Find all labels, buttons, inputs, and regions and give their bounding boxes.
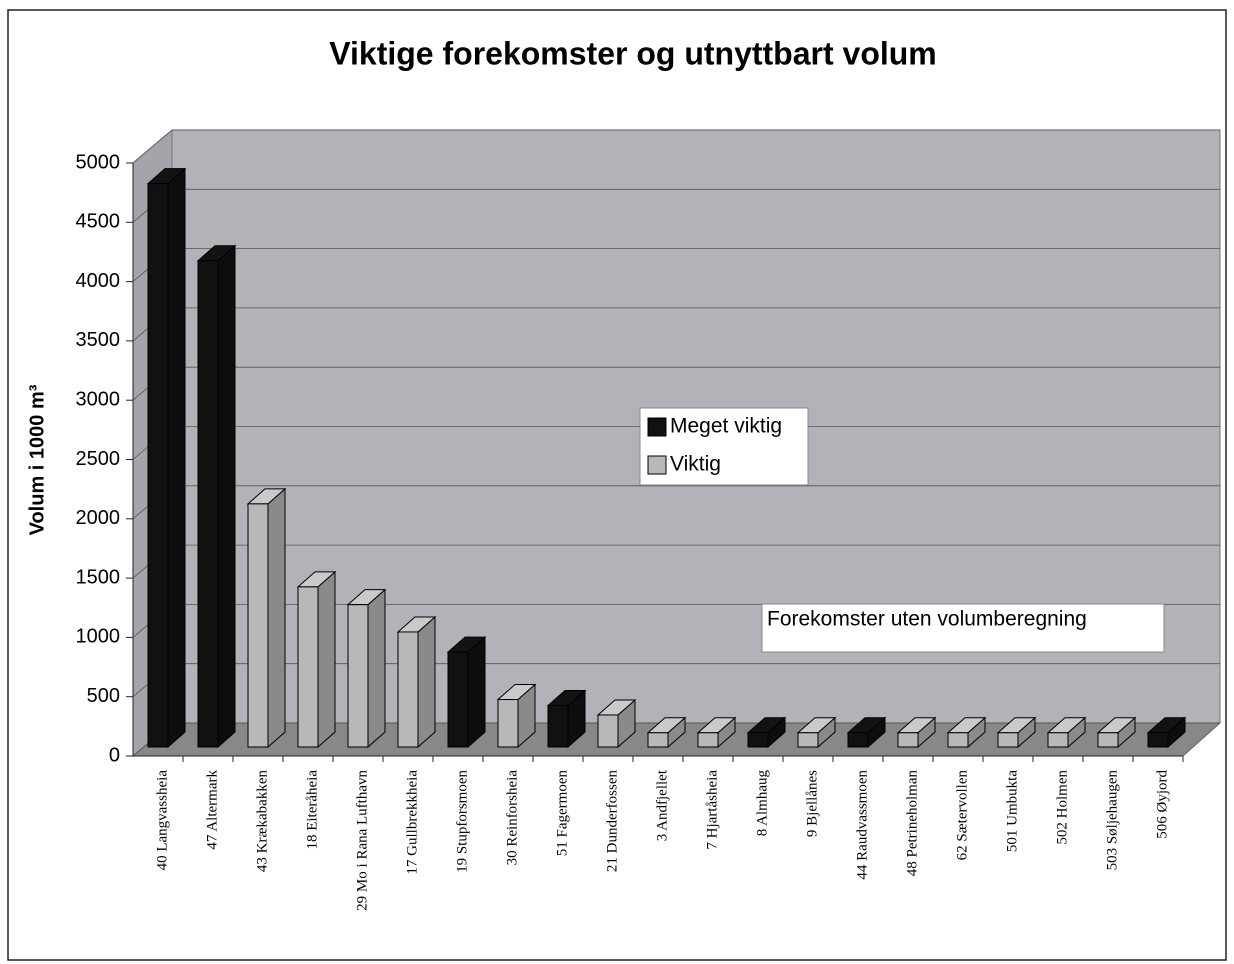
- legend-label: Meget viktig: [670, 415, 782, 438]
- x-tick-label: 21 Dunderfossen: [604, 770, 620, 873]
- y-axis-label: Volum i 1000 m³: [26, 384, 48, 535]
- y-tick-label: 1500: [76, 566, 121, 588]
- x-tick-label: 502 Holmen: [1054, 770, 1070, 845]
- bar: [147, 183, 169, 748]
- x-tick-label: 29 Mo i Rana Lufthavn: [354, 770, 370, 911]
- bar: [197, 260, 219, 748]
- bar: [547, 704, 569, 748]
- bar: [847, 732, 869, 748]
- x-tick-label: 7 Hjartåsheia: [704, 770, 720, 850]
- x-tick-label: 62 Sætervollen: [954, 770, 970, 861]
- x-tick-label: 9 Bjellånes: [804, 770, 820, 837]
- y-tick-label: 4000: [76, 270, 121, 292]
- bar: [697, 732, 719, 748]
- y-tick-label: 3000: [76, 388, 121, 410]
- x-tick-label: 30 Reinforsheia: [504, 770, 520, 866]
- y-tick-label: 2500: [76, 448, 121, 470]
- y-tick-label: 1000: [76, 626, 121, 648]
- bar-side: [417, 615, 436, 749]
- bar-side: [267, 487, 286, 749]
- annotation-box: [761, 603, 1165, 653]
- bar-side: [467, 636, 486, 749]
- x-tick-label: 48 Petrineholman: [904, 770, 920, 877]
- legend-label: Viktig: [670, 453, 721, 476]
- bar: [797, 732, 819, 748]
- bar: [447, 651, 469, 748]
- bar: [1047, 732, 1069, 748]
- bar-side: [167, 167, 186, 749]
- bar: [347, 604, 369, 748]
- y-tick-label: 5000: [76, 151, 121, 173]
- bar-side: [317, 570, 336, 749]
- grid-line-side: [132, 129, 173, 164]
- bar: [597, 714, 619, 748]
- bar-side: [367, 588, 386, 749]
- bar: [1147, 732, 1169, 748]
- y-tick-label: 2000: [76, 507, 121, 529]
- x-tick-label: 19 Stupforsmoen: [454, 770, 470, 873]
- legend-swatch: [647, 455, 667, 475]
- bar-side: [217, 244, 236, 749]
- x-tick-label: 47 Altermark: [204, 770, 220, 850]
- bar: [497, 699, 519, 748]
- x-tick-label: 44 Raudvassmoen: [854, 770, 870, 880]
- bar: [247, 503, 269, 748]
- x-tick-label: 503 Søljehaugen: [1104, 770, 1120, 871]
- x-tick-label: 8 Almhaug: [754, 770, 770, 837]
- y-tick-label: 500: [87, 685, 120, 707]
- bar: [947, 732, 969, 748]
- x-tick-label: 43 Krækabakken: [254, 770, 270, 873]
- bar: [747, 732, 769, 748]
- x-tick-label: 51 Fagermoen: [554, 770, 570, 857]
- chart-title: Viktige forekomster og utnyttbart volum: [329, 35, 937, 71]
- bar: [897, 732, 919, 748]
- x-tick-label: 40 Langvassheia: [154, 770, 170, 871]
- y-tick-label: 0: [109, 744, 120, 766]
- bar: [397, 631, 419, 748]
- legend: [639, 407, 809, 486]
- x-tick-label: 3 Andfjellet: [654, 769, 670, 841]
- y-tick-label: 3500: [76, 329, 121, 351]
- y-tick-label: 4500: [76, 211, 121, 233]
- bar: [1097, 732, 1119, 748]
- x-tick-label: 501 Umbukta: [1004, 770, 1020, 852]
- x-tick-label: 506 Øyjord: [1154, 770, 1170, 839]
- annotation: Forekomster uten volumberegning: [767, 608, 1087, 631]
- bars: [146, 167, 1187, 749]
- bar: [997, 732, 1019, 748]
- bar: [297, 586, 319, 748]
- legend-swatch: [647, 417, 667, 437]
- bar: [647, 732, 669, 748]
- x-tick-label: 17 Gullbrekkheia: [404, 770, 420, 875]
- x-tick-label: 18 Eiteråheia: [304, 770, 320, 850]
